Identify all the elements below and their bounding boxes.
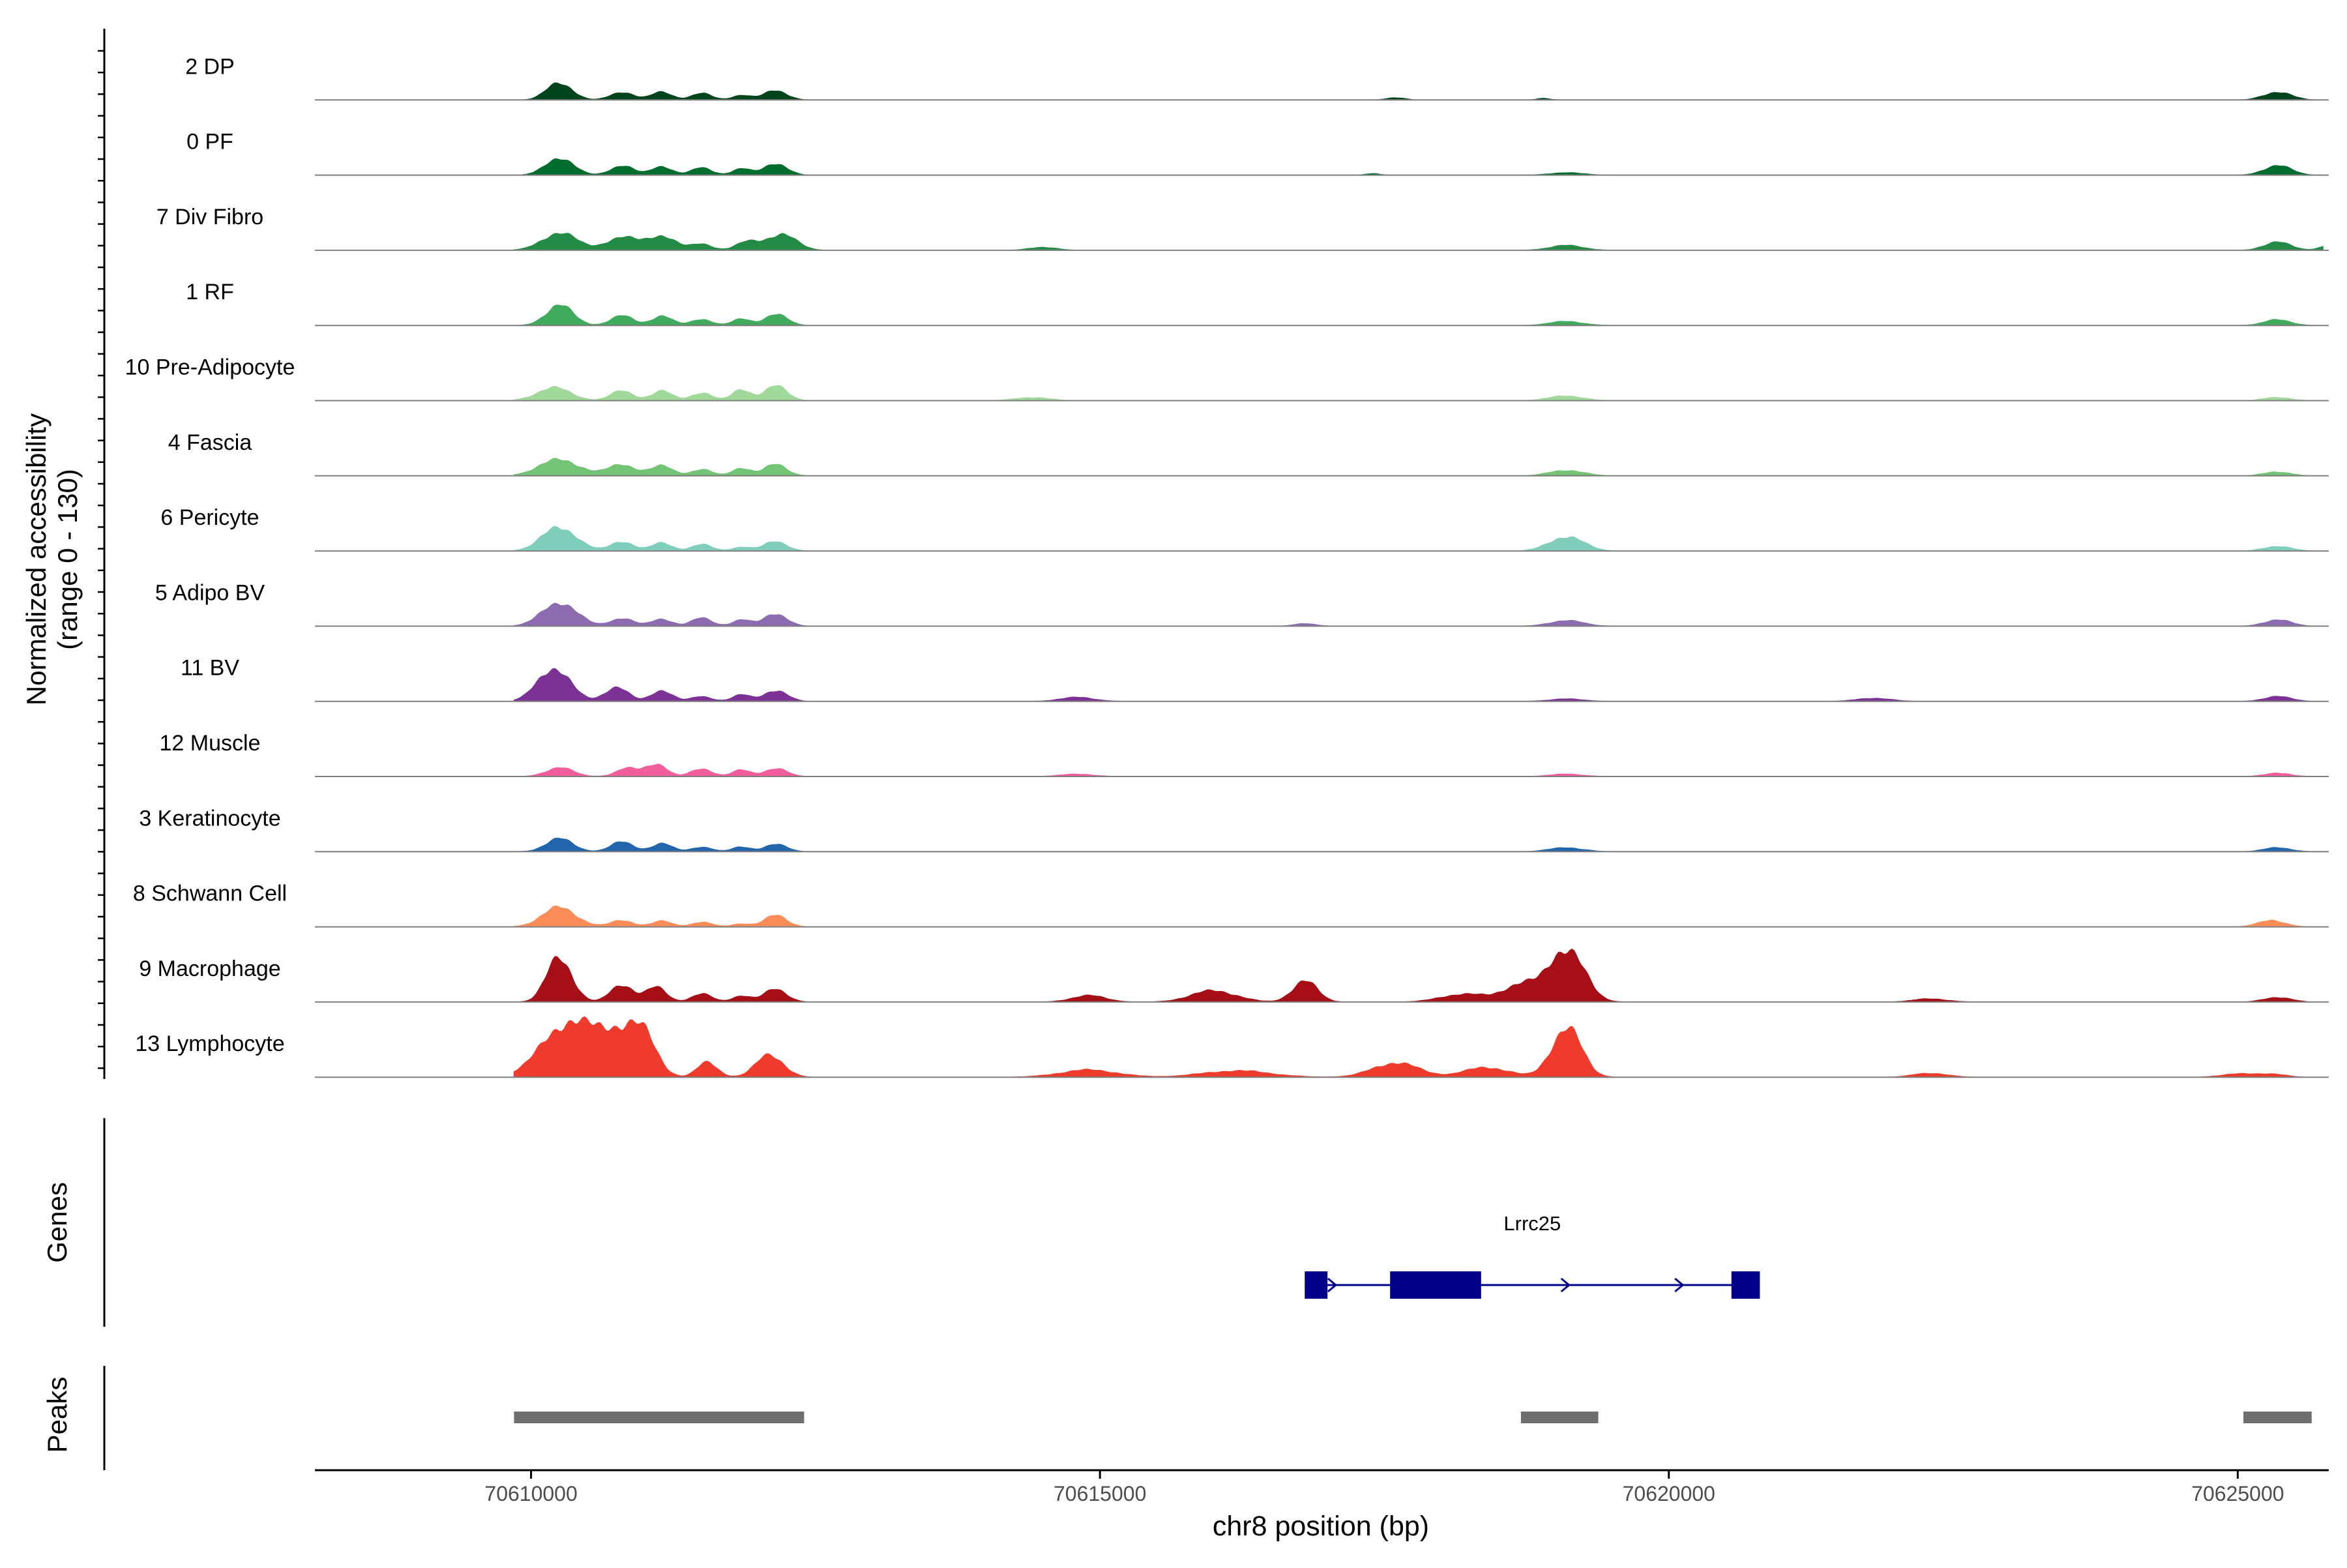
track-label: 0 PF [186, 130, 233, 155]
track-6-pericyte: 6 Pericyte [160, 505, 2329, 552]
peak-track-title: Peaks [42, 1377, 72, 1453]
track-label: 12 Muscle [160, 731, 261, 756]
track-label: 3 Keratinocyte [139, 806, 280, 831]
x-tick-label: 70615000 [1054, 1482, 1146, 1505]
track-area [513, 763, 2324, 777]
peak-bar [2243, 1412, 2312, 1423]
track-label: 2 DP [185, 54, 235, 79]
track-area [514, 82, 2324, 100]
track-area [513, 668, 2324, 702]
x-tick-label: 70625000 [2191, 1482, 2284, 1505]
track-3-keratinocyte: 3 Keratinocyte [139, 806, 2329, 853]
track-label: 1 RF [186, 280, 234, 304]
x-tick-label: 70620000 [1623, 1482, 1715, 1505]
gene-lrrc25: Lrrc25 [1305, 1212, 1760, 1299]
y-axis-range-subtitle: (range 0 - 130) [52, 469, 83, 650]
y-axis [98, 29, 106, 1470]
track-label: 10 Pre-Adipocyte [125, 355, 295, 380]
track-9-macrophage: 9 Macrophage [139, 948, 2329, 1003]
strand-arrow [1560, 1277, 1571, 1293]
gene-exon [1390, 1271, 1481, 1299]
x-tick-label: 70610000 [484, 1482, 577, 1505]
gene-label: Lrrc25 [1503, 1212, 1561, 1235]
track-11-bv: 11 BV [181, 656, 2329, 702]
track-7-div-fibro: 7 Div Fibro [156, 205, 2329, 251]
track-label: 8 Schwann Cell [133, 881, 287, 906]
peak-track [514, 1412, 2312, 1423]
track-label: 4 Fascia [168, 430, 252, 455]
track-area [513, 525, 2324, 552]
gene-exon [1305, 1271, 1328, 1299]
track-label: 11 BV [181, 656, 239, 681]
track-2-dp: 2 DP [185, 54, 2329, 101]
track-area [513, 837, 2324, 852]
track-4-fascia: 4 Fascia [168, 430, 2329, 477]
track-area [513, 1016, 2324, 1078]
track-area [513, 948, 2324, 1003]
track-area [513, 905, 2324, 928]
track-10-pre-adipocyte: 10 Pre-Adipocyte [125, 355, 2329, 402]
gene-track: Lrrc25 [1305, 1212, 1760, 1299]
track-label: 5 Adipo BV [155, 580, 265, 605]
track-area [513, 304, 2324, 326]
strand-arrow [1674, 1277, 1685, 1293]
track-area [513, 458, 2324, 477]
strand-arrow [1327, 1277, 1338, 1293]
track-label: 9 Macrophage [139, 956, 280, 981]
track-label: 6 Pericyte [160, 505, 259, 530]
track-area [513, 233, 2324, 251]
track-label: 7 Div Fibro [156, 205, 263, 229]
x-axis: 70610000 70615000 70620000 70625000 [315, 1469, 2329, 1505]
gene-exon [1731, 1271, 1760, 1299]
track-5-adipo-bv: 5 Adipo BV [155, 580, 2329, 627]
track-area [513, 385, 2324, 401]
axis-titles: Normalized accessibility (range 0 - 130)… [21, 413, 1429, 1542]
track-0-pf: 0 PF [186, 130, 2329, 176]
track-12-muscle: 12 Muscle [160, 731, 2329, 777]
y-axis-title: Normalized accessibility [21, 413, 52, 705]
accessibility-tracks: 2 DP 0 PF 7 Div Fibro 1 RF 10 Pre-Adipocyte 4… [125, 54, 2329, 1078]
x-axis-title: chr8 position (bp) [1213, 1511, 1429, 1542]
peak-bar [1520, 1412, 1599, 1423]
peak-bar [514, 1412, 804, 1423]
track-1-rf: 1 RF [186, 280, 2329, 327]
track-area [513, 602, 2324, 627]
track-13-lymphocyte: 13 Lymphocyte [135, 1016, 2329, 1078]
track-area [513, 158, 2324, 176]
gene-track-title: Genes [42, 1182, 72, 1263]
track-label: 13 Lymphocyte [135, 1031, 284, 1056]
track-8-schwann-cell: 8 Schwann Cell [133, 881, 2329, 928]
